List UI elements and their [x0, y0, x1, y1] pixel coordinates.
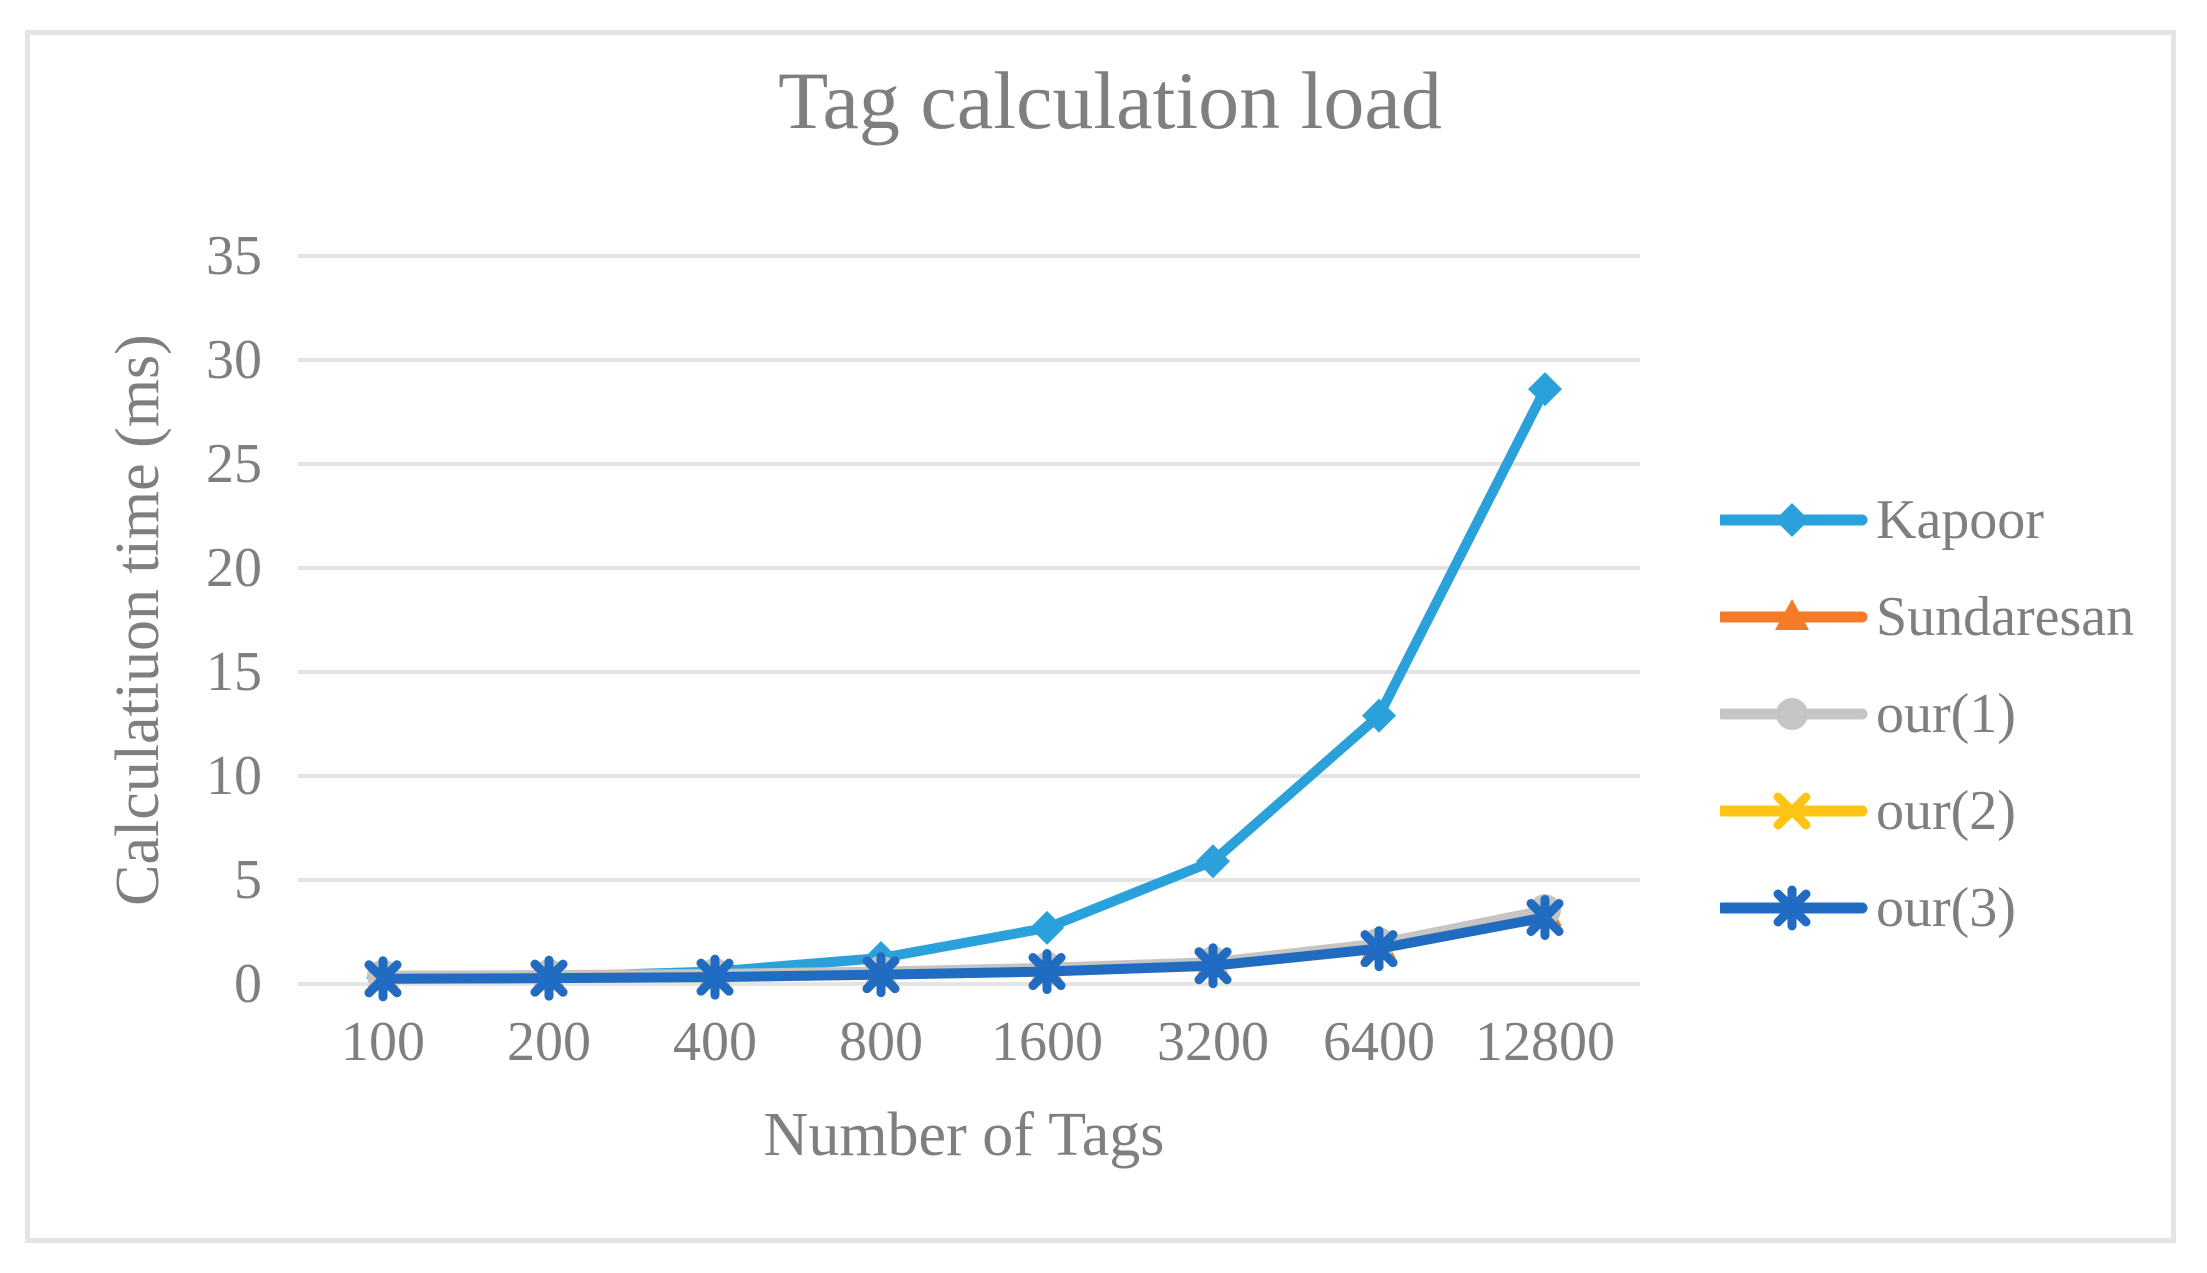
marker-our(3)-800 [862, 952, 900, 998]
legend-item-Kapoor: Kapoor [1720, 488, 2044, 552]
marker-Kapoor-6400 [1362, 698, 1396, 733]
legend-marker-our(2) [1773, 792, 1811, 830]
x-tick-label-3200: 3200 [1157, 1011, 1269, 1073]
x-tick-label-400: 400 [673, 1011, 757, 1073]
y-tick-label-25: 25 [206, 433, 262, 495]
marker-our(3)-100 [364, 956, 402, 1002]
legend-label-our(2): our(2) [1876, 780, 2016, 842]
marker-our(3)-400 [696, 954, 734, 1000]
marker-our(3)-12800 [1526, 894, 1564, 940]
series-line-Kapoor [378, 384, 1550, 983]
y-tick-label-30: 30 [206, 329, 262, 391]
marker-our(3)-6400 [1360, 926, 1398, 972]
y-tick-label-0: 0 [234, 953, 262, 1015]
legend-item-Sundaresan: Sundaresan [1720, 585, 2134, 649]
legend-marker-Kapoor [1775, 503, 1809, 537]
series-line-our(3) [378, 912, 1550, 984]
chart-title: Tag calculation load [778, 55, 1442, 146]
x-tick-label-12800: 12800 [1475, 1011, 1615, 1073]
y-tick-label-15: 15 [206, 641, 262, 703]
x-tick-label-100: 100 [341, 1011, 425, 1073]
legend-marker-circle-icon [1720, 698, 1868, 730]
legend-item-our(1): our(1) [1720, 682, 2016, 746]
legend-marker-asterisk-icon [1720, 885, 1868, 931]
marker-Kapoor-1600 [1030, 910, 1064, 945]
x-tick-label-1600: 1600 [991, 1011, 1103, 1073]
chart-border [25, 30, 2176, 1243]
legend-marker-our(1) [1776, 698, 1808, 730]
legend-marker-Sundaresan [1775, 599, 1809, 630]
x-tick-label-200: 200 [507, 1011, 591, 1073]
legend-label-our(3): our(3) [1876, 877, 2016, 939]
y-tick-label-5: 5 [234, 849, 262, 911]
y-axis-title: Calculatiuon time (ms) [104, 334, 172, 906]
y-tick-label-20: 20 [206, 537, 262, 599]
legend-item-our(3): our(3) [1720, 876, 2016, 940]
legend-marker-triangle-icon [1720, 599, 1868, 630]
legend-label-Sundaresan: Sundaresan [1876, 586, 2135, 648]
marker-Kapoor-12800 [1528, 372, 1562, 407]
x-tick-label-800: 800 [839, 1011, 923, 1073]
y-tick-label-10: 10 [206, 745, 262, 807]
legend-marker-diamond-icon [1720, 503, 1868, 537]
legend-item-our(2): our(2) [1720, 779, 2016, 843]
legend-marker-our(3) [1773, 885, 1811, 931]
marker-our(3)-3200 [1194, 943, 1232, 989]
x-axis-title: Number of Tags [763, 1101, 1165, 1169]
legend-label-Kapoor: Kapoor [1876, 489, 2044, 551]
marker-Kapoor-3200 [1196, 844, 1230, 879]
marker-our(3)-1600 [1028, 949, 1066, 995]
marker-our(3)-200 [530, 955, 568, 1001]
legend-marker-x-icon [1720, 792, 1868, 830]
y-tick-label-35: 35 [206, 225, 262, 287]
x-tick-label-6400: 6400 [1323, 1011, 1435, 1073]
legend-label-our(1): our(1) [1876, 683, 2016, 745]
